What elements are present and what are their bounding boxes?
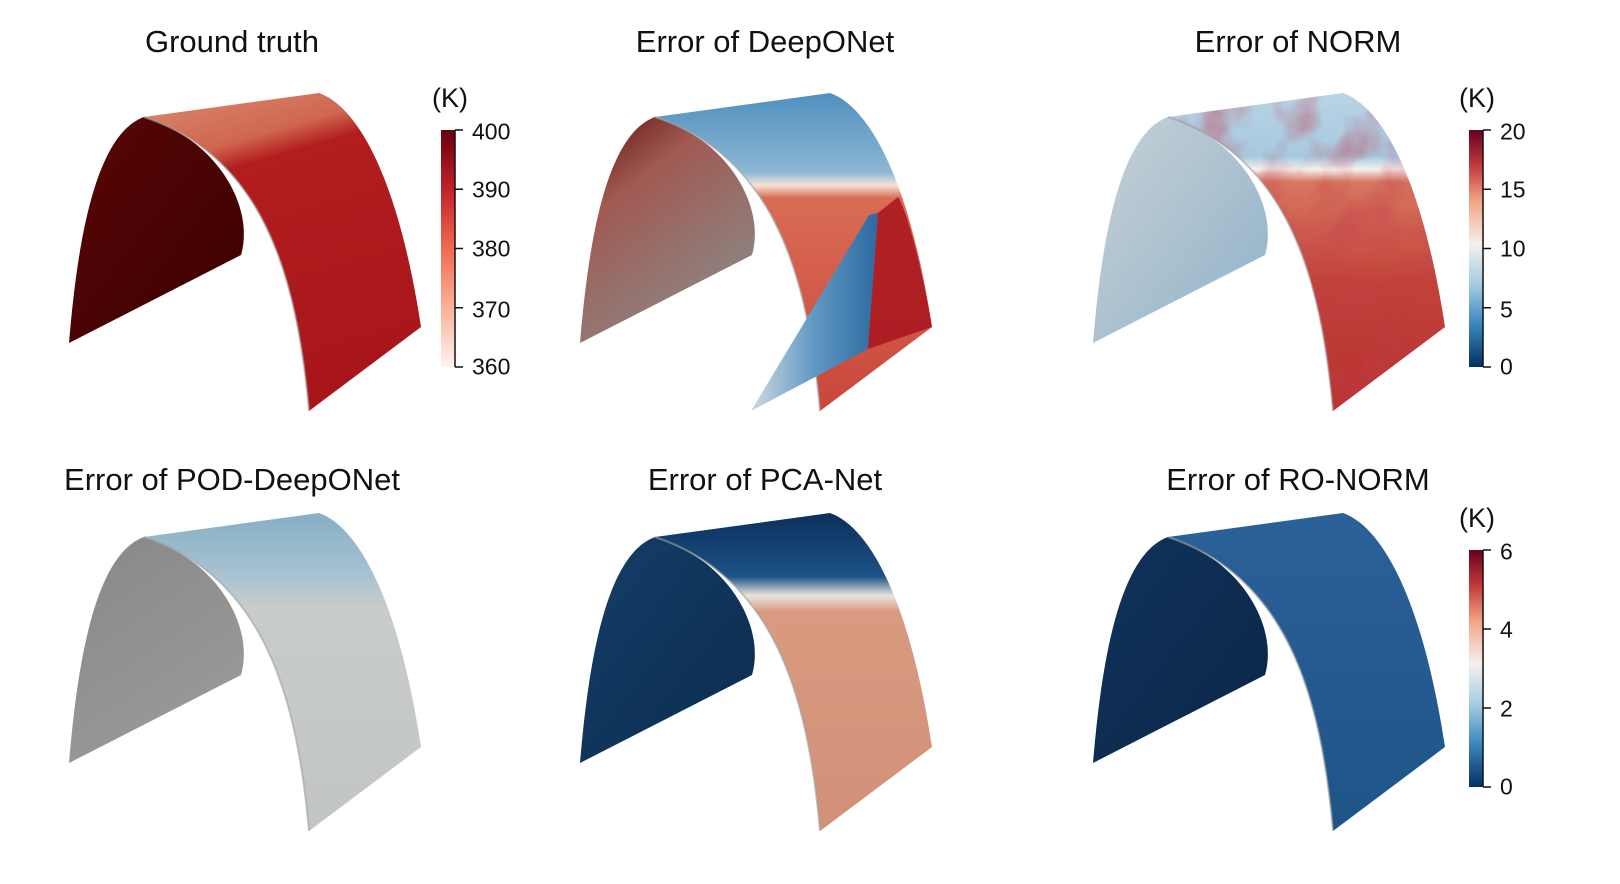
surface-inner-ro-norm	[1093, 537, 1268, 763]
surface-outer-ground-truth	[144, 93, 421, 411]
cb2-tick-0: 0	[1500, 353, 1513, 380]
surface-edge-pca-net	[654, 536, 821, 832]
surface-deeponet	[580, 93, 932, 412]
surface-inner-ground-truth	[69, 117, 244, 343]
cb1-tick-360: 360	[472, 353, 511, 380]
cb3-tick-2: 2	[1500, 695, 1513, 722]
surface-outer-ro-norm	[1168, 513, 1445, 831]
cb2-tick-20: 20	[1500, 118, 1526, 145]
colorbar-3-unit: (K)	[1459, 503, 1495, 533]
colorbar-error-top	[1469, 130, 1483, 367]
cb2-tick-15: 15	[1500, 176, 1526, 203]
surface-inner-deeponet	[580, 117, 755, 343]
panel-title-ground-truth: Ground truth	[144, 24, 320, 59]
panel-title-deeponet: Error of DeepONet	[635, 24, 895, 59]
surface-edge-ro-norm	[1167, 536, 1334, 832]
surface-inner-pca-net	[580, 537, 755, 763]
cb1-tick-380: 380	[472, 235, 511, 262]
cb3-tick-6: 6	[1500, 538, 1513, 565]
cb1-tick-400: 400	[472, 118, 511, 145]
surface-edge-ground-truth	[143, 116, 310, 412]
surface-pod-deeponet	[69, 513, 421, 832]
cb3-tick-4: 4	[1500, 616, 1513, 643]
surface-inner-pod-deeponet	[69, 537, 244, 763]
surface-pca-net	[580, 513, 932, 832]
colorbar-2-unit: (K)	[1459, 83, 1495, 113]
panel-title-pca-net: Error of PCA-Net	[647, 462, 883, 497]
cb1-tick-370: 370	[472, 296, 511, 323]
cb2-tick-5: 5	[1500, 296, 1513, 323]
surface-outer-pca-net	[655, 513, 932, 831]
surface-ground-truth	[69, 93, 421, 412]
surface-edge-pod-deeponet	[143, 536, 310, 832]
panel-title-ro-norm: Error of RO-NORM	[1166, 462, 1430, 497]
colorbar-1-unit: (K)	[432, 83, 468, 113]
colorbar-error-bottom	[1469, 550, 1483, 787]
cb3-tick-0: 0	[1500, 773, 1513, 800]
cb1-tick-390: 390	[472, 176, 511, 203]
cb2-tick-10: 10	[1500, 235, 1526, 262]
panel-title-norm: Error of NORM	[1194, 24, 1402, 59]
deeponet-right-band	[868, 197, 932, 349]
surface-outer-pod-deeponet	[144, 513, 421, 831]
panel-title-pod-deeponet: Error of POD-DeepONet	[64, 462, 400, 497]
colorbar-temperature	[441, 130, 455, 367]
surface-norm	[1093, 93, 1445, 412]
surface-inner-norm	[1093, 117, 1268, 343]
surface-ro-norm	[1093, 513, 1445, 832]
deeponet-wedge	[751, 213, 878, 411]
